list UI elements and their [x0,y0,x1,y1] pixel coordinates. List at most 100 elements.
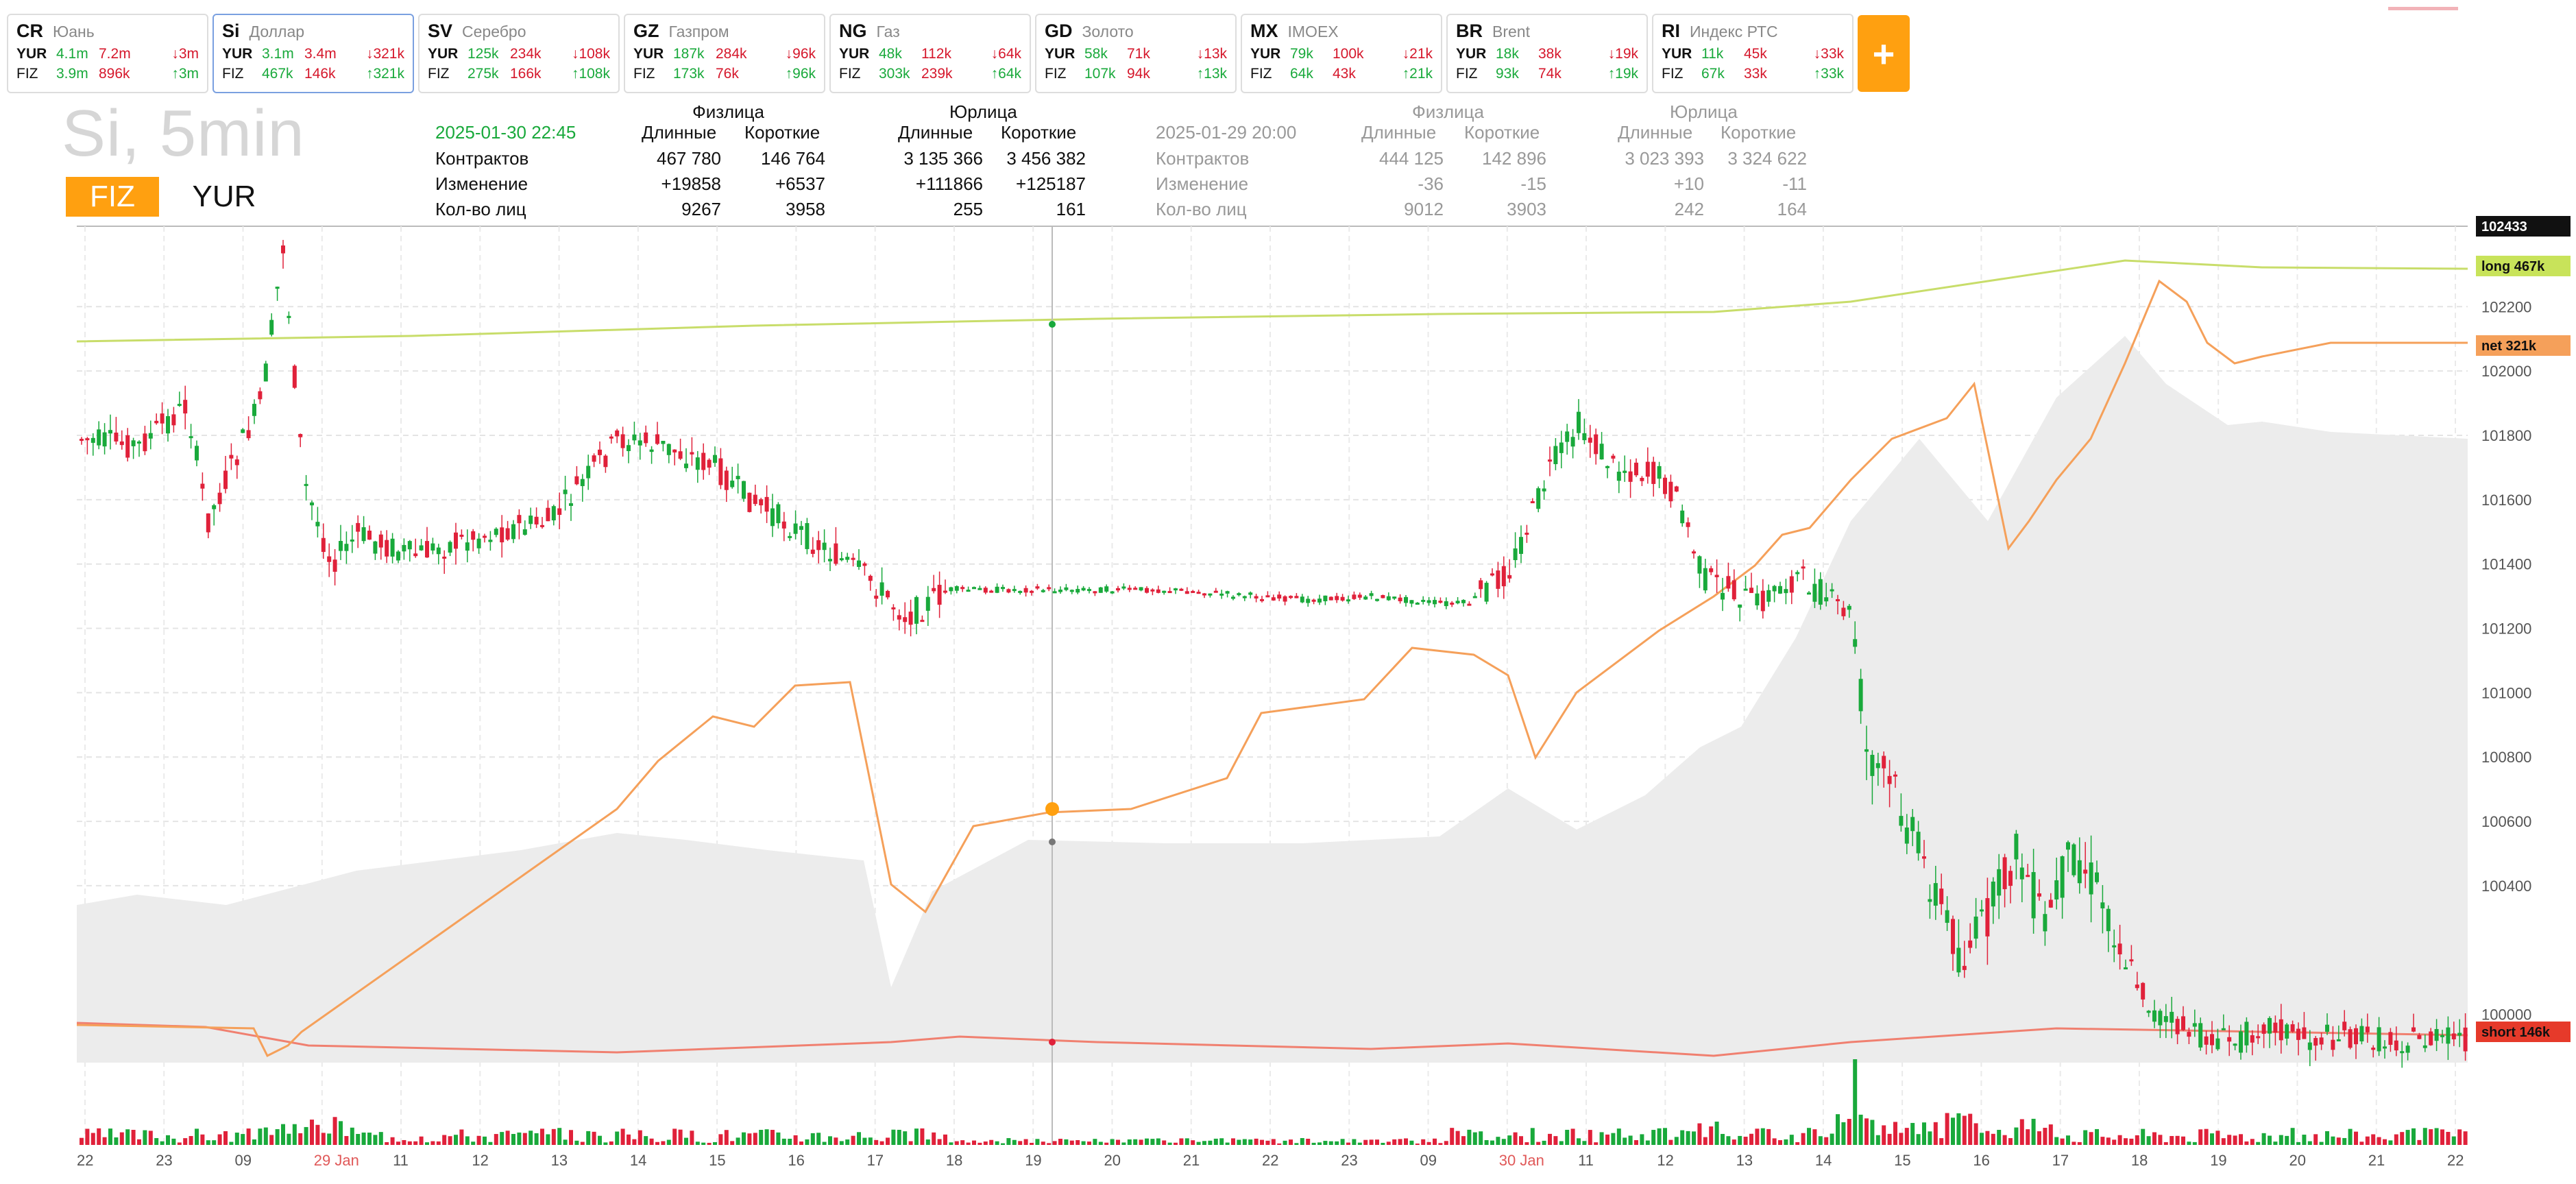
volume-bar [1697,1123,1702,1145]
volume-bar [845,1139,850,1145]
candle-body [2100,902,2105,908]
candle-body [1772,585,1777,592]
volume-bar [2411,1128,2416,1145]
volume-bar [1139,1139,1143,1145]
stats-ys: -11 [1782,173,1807,194]
candle-body [212,505,217,509]
volume-bar [730,1141,735,1145]
candle-body [1162,590,1167,593]
volume-bar [436,1141,441,1145]
ticker-delta: ↓64k [991,45,1021,62]
volume-bar [1818,1136,1823,1145]
time-tick: 23 [156,1152,172,1169]
candle-body [2054,880,2059,899]
time-tick: 21 [2368,1152,2385,1169]
candle-body [2112,945,2117,947]
candle-body [730,481,735,487]
volume-bar [2359,1141,2364,1145]
ticker-row-fiz: FIZ 107k 94k ↑13k [1045,64,1227,84]
candle-body [845,557,850,560]
candle-body [799,526,803,530]
candle-body [1875,763,1880,769]
volume-bar [649,1138,654,1145]
fiz-mode-button[interactable]: FIZ [66,177,159,217]
volume-bar [119,1132,124,1145]
net-tag: net 321k [2481,339,2537,354]
volume-bar [442,1135,447,1145]
candle-body [1910,817,1915,832]
volume-bar [494,1134,498,1145]
yur-mode-button[interactable]: YUR [192,180,256,213]
volume-bar [1714,1122,1719,1145]
candle-body [2388,1032,2393,1046]
candle-body [1121,586,1126,589]
candle-body [2331,1039,2335,1050]
ticker-long: 125k [467,45,499,62]
ticker-card-si[interactable]: Si Доллар YUR 3.1m 3.4m ↓321k FIZ 467k 14… [212,14,414,93]
ticker-delta: ↓33k [1813,45,1844,62]
candle-body [1254,596,1259,599]
volume-bar [2342,1137,2347,1145]
candle-body [1369,593,1374,596]
volume-bar [2187,1141,2191,1145]
volume-bar [1156,1138,1161,1145]
volume-bar [1467,1129,1472,1145]
volume-bar [1317,1142,1322,1145]
candle-body [960,587,965,590]
candle-body [1001,587,1005,590]
time-tick: 20 [1104,1152,1120,1169]
volume-bar [459,1129,464,1145]
volume-bar [1882,1125,1886,1145]
candle-body [1081,588,1086,591]
ticker-row-label: FIZ [1456,65,1478,82]
candle-body [2457,1032,2462,1036]
volume-bar [2215,1131,2220,1145]
candle-body [2422,1045,2427,1048]
ticker-row-fiz: FIZ 173k 76k ↑96k [633,64,816,84]
volume-bar [1363,1139,1368,1145]
candle-body [1945,910,1949,923]
candle-body [644,432,648,444]
candle-body [1565,431,1570,442]
ticker-card-ng[interactable]: NG Газ YUR 48k 112k ↓64k FIZ 303k 239k ↑6… [829,14,1031,93]
candle-body [1628,471,1633,482]
candle-body [1398,597,1402,602]
candle-body [879,582,884,596]
volume-bar [1328,1141,1333,1145]
volume-bar [1381,1142,1385,1145]
candle-body [2152,1010,2156,1022]
add-ticker-button[interactable]: + [1858,15,1910,92]
stats-fl: 444 125 [1379,148,1444,169]
candle-body [903,617,908,623]
candle-body [862,563,867,566]
ticker-card-ri[interactable]: RI Индекс РТС YUR 11k 45k ↓33k FIZ 67k 33… [1652,14,1854,93]
volume-bar [1260,1139,1264,1145]
volume-bar [1559,1141,1564,1145]
volume-bar [1294,1143,1299,1145]
price-tick: 101400 [2481,556,2531,573]
volume-bar [471,1141,476,1145]
ticker-card-sv[interactable]: SV Серебро YUR 125k 234k ↓108k FIZ 275k 1… [418,14,620,93]
time-tick: 20 [2289,1152,2305,1169]
volume-bar [1542,1140,1546,1145]
ticker-card-mx[interactable]: MX IMOEX YUR 79k 100k ↓21k FIZ 64k 43k ↑2… [1241,14,1442,93]
candle-body [1196,592,1201,594]
ticker-row-fiz: FIZ 275k 166k ↑108k [428,64,610,84]
volume-bar [799,1141,803,1145]
candle-body [1731,580,1736,600]
candle-body [471,531,476,540]
candle-body [1047,587,1052,590]
time-tick: 11 [393,1152,409,1169]
ticker-card-cr[interactable]: CR Юань YUR 4.1m 7.2m ↓3m FIZ 3.9m 896k ↑… [7,14,208,93]
candle-body [85,438,90,441]
stats-group-yur: Юрлица [1670,101,1738,122]
volume-bar [1784,1139,1788,1145]
ticker-card-br[interactable]: BR Brent YUR 18k 38k ↓19k FIZ 93k 74k ↑19… [1446,14,1648,93]
candle-body [1116,588,1120,591]
volume-bar [1375,1139,1379,1145]
last-price-tag-bg [2476,216,2571,237]
ticker-card-gd[interactable]: GD Золото YUR 58k 71k ↓13k FIZ 107k 94k ↑… [1035,14,1237,93]
ticker-card-gz[interactable]: GZ Газпром YUR 187k 284k ↓96k FIZ 173k 76… [624,14,825,93]
volume-bar [1945,1113,1949,1145]
